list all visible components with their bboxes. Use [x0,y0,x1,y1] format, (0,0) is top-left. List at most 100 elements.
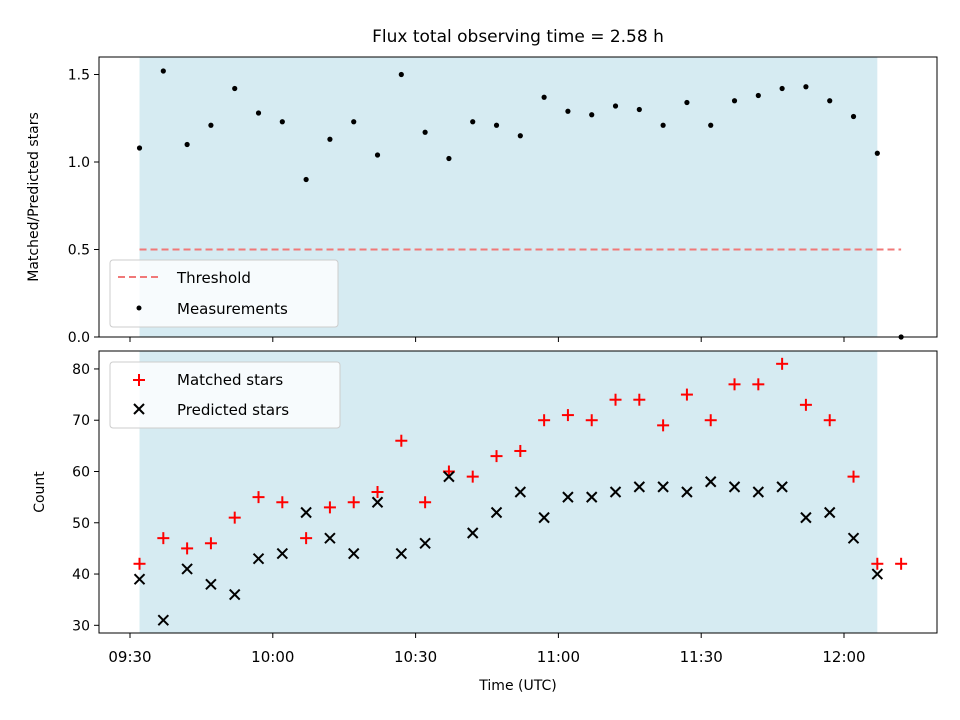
measurement-point [422,129,428,135]
predicted-star-stroke-b [181,563,193,575]
predicted-star-stroke-b [705,476,717,488]
x-tick-label: 11:30 [680,648,723,666]
measurement-point [636,106,642,113]
legend-predicted-swatch [133,403,145,415]
y-tick-label: 1.5 [68,68,90,84]
predicted-star-point [371,496,384,508]
matched-star-point [395,434,408,447]
predicted-star-points [133,470,884,626]
predicted-star-point [181,563,193,575]
predicted-star-stroke-b [371,496,384,508]
measurement-point [351,119,357,125]
matched-star-point [538,414,551,427]
matched-star-point [133,557,146,570]
legend-matched-label: Matched stars [177,371,283,389]
top-y-ticks: 0.0 0.5 1.0 1.5 [68,68,99,346]
y-tick-label: 50 [72,516,90,532]
x-tick-label: 11:00 [537,648,580,666]
matched-star-point [252,491,265,504]
matched-star-point [181,542,194,555]
predicted-star-stroke-b [324,532,336,544]
predicted-star-point [205,578,217,590]
chart-title: Flux total observing time = 2.58 h [372,27,664,47]
predicted-star-point [586,491,598,503]
x-tick-label: 09:30 [108,648,151,666]
bottom-y-axis-label: Count [32,471,48,513]
predicted-star-point [348,547,360,560]
predicted-star-point [229,588,241,601]
measurement-point [565,108,571,114]
measurement-point [660,122,666,128]
predicted-star-stroke-b [728,481,741,493]
y-tick-label: 1.0 [68,155,90,171]
predicted-star-point [395,547,408,560]
predicted-star-point [705,476,717,488]
predicted-star-point [490,506,503,519]
predicted-star-point [728,481,741,493]
measurement-point [208,122,214,128]
measurement-point [303,176,309,183]
predicted-star-stroke-b [847,532,860,544]
matched-star-point [847,470,860,483]
predicted-star-stroke-b [490,506,503,519]
matched-star-point [514,444,527,457]
predicted-star-stroke-b [348,547,360,560]
matched-star-point [871,557,884,570]
measurement-point [612,103,619,109]
measurement-point [850,113,857,120]
matched-star-point [490,450,503,463]
measurement-point [255,110,262,116]
predicted-star-point [324,532,336,544]
matched-star-point [323,501,336,514]
matched-star-point [680,388,693,401]
matched-star-point [823,414,836,427]
matched-star-point [585,414,598,427]
measurement-point [493,122,500,128]
predicted-star-stroke-b [752,486,765,498]
predicted-star-point [752,486,765,498]
matched-star-point [752,378,765,391]
x-tick-label: 10:00 [251,648,294,666]
measurement-point [398,71,404,78]
top-legend: Threshold Measurements [109,259,339,328]
measurement-point [327,136,333,142]
predicted-star-point [562,491,574,503]
predicted-star-stroke-b [157,614,170,626]
legend-measurements-label: Measurements [177,300,288,318]
measurement-point [446,155,452,162]
bottom-y-ticks: 30 40 50 60 70 80 [72,362,99,634]
y-tick-label: 0.5 [68,243,90,259]
matched-star-point [633,393,646,406]
predicted-star-point [467,527,479,539]
predicted-star-stroke-b [633,481,646,493]
matched-star-point [799,398,812,411]
matched-star-point [609,393,622,406]
measurement-point [136,145,143,151]
predicted-star-stroke-b [133,573,146,585]
bottom-panel: 30 40 50 60 70 80 09:30 10:00 10:30 11:00 11:30 12… [32,350,938,694]
measurement-point [374,152,381,158]
y-tick-label: 0.0 [68,330,90,346]
bottom-legend: Matched stars Predicted stars [109,361,341,429]
measurement-point [470,119,476,125]
y-tick-label: 70 [72,413,90,429]
matched-star-point [776,357,789,370]
legend-matched-swatch [133,374,145,386]
predicted-star-stroke-b [514,486,527,498]
measurement-point [708,122,714,128]
predicted-star-point [157,614,170,626]
predicted-star-stroke-b [300,506,312,519]
predicted-star-point [847,532,860,544]
matched-star-point [228,511,241,524]
y-tick-label: 80 [72,362,90,378]
x-axis-label: Time (UTC) [478,678,556,694]
matched-star-point [895,557,908,570]
measurement-point [279,119,285,125]
predicted-star-stroke-b [276,547,289,560]
predicted-star-point [871,568,884,580]
predicted-star-stroke-b [205,578,217,590]
top-y-axis-label: Matched/Predicted stars [26,112,42,282]
matched-star-point [371,486,384,498]
measurement-point [755,92,761,99]
matched-star-point [419,496,432,509]
